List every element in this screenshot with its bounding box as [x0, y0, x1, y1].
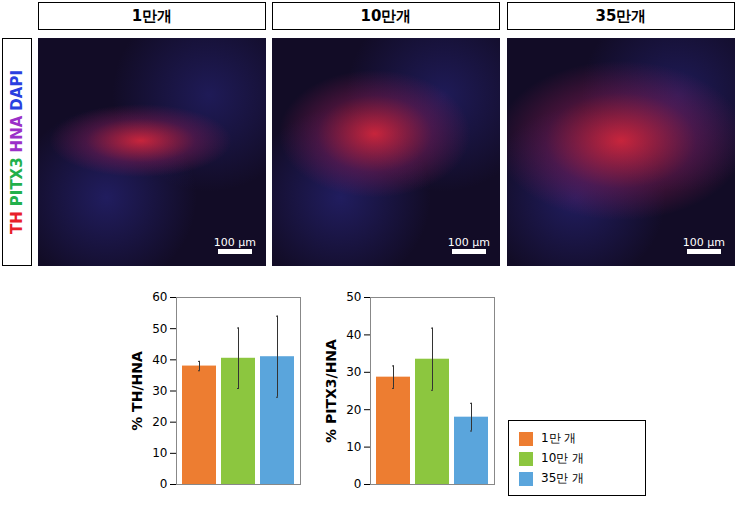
svg-text:0: 0	[160, 477, 168, 491]
html-text:1만개: 1만개	[131, 6, 173, 25]
html-text:35만개: 35만개	[595, 6, 647, 25]
html-text:100 μm: 100 μm	[447, 236, 490, 249]
html-text:100 μm: 100 μm	[682, 236, 725, 249]
html-text:35만 개: 35만 개	[541, 471, 585, 485]
svg-text:% PITX3/HNA: % PITX3/HNA	[323, 339, 339, 443]
svg-text:40: 40	[346, 328, 361, 342]
html-text:PITX3: PITX3	[8, 157, 26, 207]
svg-text:50: 50	[346, 290, 361, 304]
svg-text:40: 40	[152, 353, 167, 367]
svg-text:10: 10	[346, 440, 361, 454]
svg-text:30: 30	[152, 384, 167, 398]
svg-text:% TH/HNA: % TH/HNA	[129, 351, 145, 431]
svg-text:30: 30	[346, 365, 361, 379]
html-text:100 μm: 100 μm	[213, 236, 256, 249]
svg-text:20: 20	[152, 415, 167, 429]
svg-text:10: 10	[152, 446, 167, 460]
html-text:TH: TH	[8, 211, 26, 234]
html-text:10만개: 10만개	[360, 6, 412, 25]
svg-text:0: 0	[354, 477, 362, 491]
html-text:1만 개: 1만 개	[541, 431, 577, 445]
svg-text:50: 50	[152, 322, 167, 336]
svg-text:20: 20	[346, 403, 361, 417]
html-text:10만 개: 10만 개	[541, 451, 585, 465]
svg-text:60: 60	[152, 290, 167, 304]
html-text:HNA: HNA	[8, 115, 26, 153]
html-text:DAPI: DAPI	[8, 70, 26, 111]
